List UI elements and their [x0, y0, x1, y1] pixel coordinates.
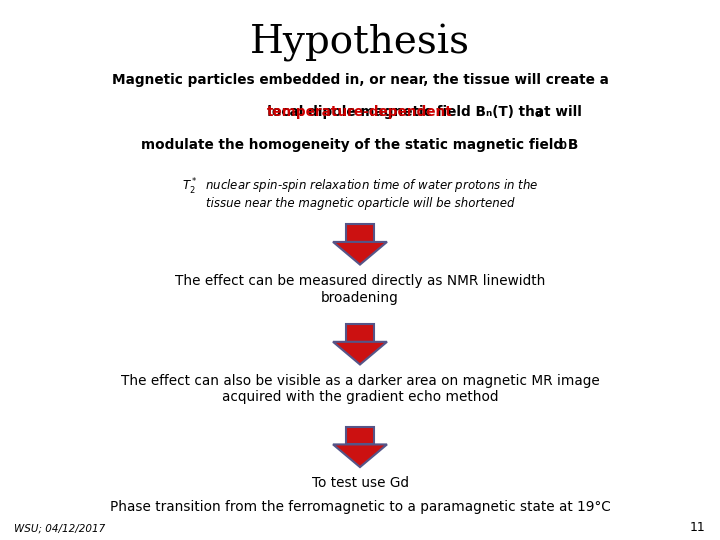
Text: local dipole magnetic field Bₙ(T) that will: local dipole magnetic field Bₙ(T) that w…	[138, 105, 582, 119]
Polygon shape	[333, 242, 387, 265]
Text: Hypothesis: Hypothesis	[250, 24, 470, 62]
Text: $T_2^*$  nuclear spin-spin relaxation time of water protons in the: $T_2^*$ nuclear spin-spin relaxation tim…	[181, 177, 539, 197]
Text: temperature-dependent local dipole magnetic field Bₙ(T) that will: temperature-dependent local dipole magne…	[107, 105, 613, 119]
Text: Phase transition from the ferromagnetic to a paramagnetic state at 19°C: Phase transition from the ferromagnetic …	[109, 500, 611, 514]
Polygon shape	[333, 342, 387, 364]
Polygon shape	[346, 324, 374, 342]
Text: To test use Gd: To test use Gd	[312, 476, 408, 490]
Text: tissue near the magnetic oparticle will be shortened: tissue near the magnetic oparticle will …	[206, 197, 514, 210]
Text: 0: 0	[559, 141, 567, 152]
Text: Magnetic particles embedded in, or near, the tissue will create a: Magnetic particles embedded in, or near,…	[112, 73, 608, 87]
Text: d: d	[535, 109, 542, 119]
Text: The effect can also be visible as a darker area on magnetic MR image
acquired wi: The effect can also be visible as a dark…	[121, 374, 599, 404]
Text: temperature-dependent: temperature-dependent	[267, 105, 453, 119]
Polygon shape	[333, 444, 387, 467]
Text: 11: 11	[690, 521, 706, 534]
Polygon shape	[346, 427, 374, 444]
Polygon shape	[346, 224, 374, 242]
Text: The effect can be measured directly as NMR linewidth
broadening: The effect can be measured directly as N…	[175, 274, 545, 305]
Text: modulate the homogeneity of the static magnetic field B: modulate the homogeneity of the static m…	[141, 138, 579, 152]
Text: WSU; 04/12/2017: WSU; 04/12/2017	[14, 523, 106, 534]
